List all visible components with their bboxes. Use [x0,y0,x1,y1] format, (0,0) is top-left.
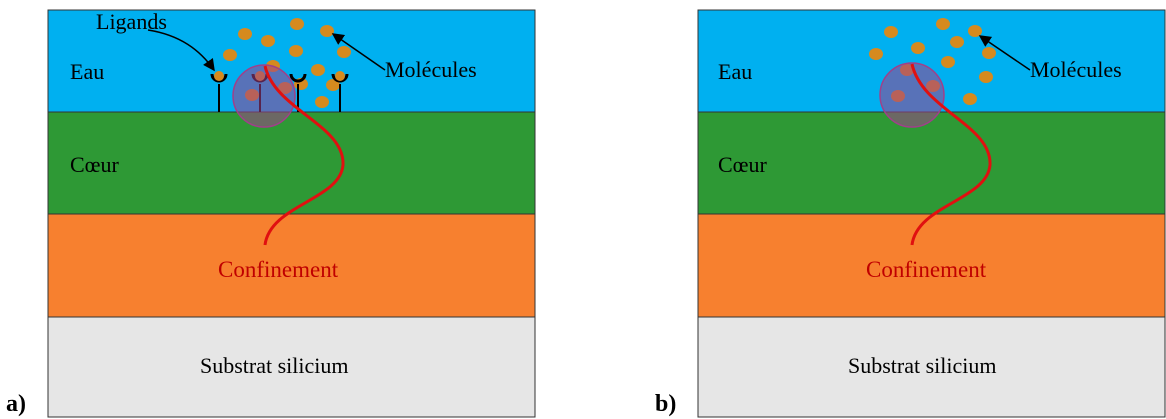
molecule [238,28,252,40]
ligands-arrow [147,29,215,72]
substrate-label: Substrat silicium [200,353,349,378]
molecule [320,25,334,37]
molecule [869,48,883,60]
confinement-label: Confinement [866,257,987,282]
confinement-label: Confinement [218,257,339,282]
molecule [963,93,977,105]
water-label: Eau [718,59,752,84]
molecule [315,96,329,108]
molecule [979,71,993,83]
ligands-label: Ligands [96,9,167,34]
substrate-layer [697,316,1166,418]
panel-a-letter: a) [6,391,26,417]
molecule [290,18,304,30]
molecule [326,79,340,91]
molecule [223,49,237,61]
water-label: Eau [70,59,104,84]
molecules-label: Molécules [385,57,477,82]
cladding-layer [697,213,1166,318]
molecule [311,64,325,76]
evanescent-spot [879,62,945,128]
molecule [968,25,982,37]
panel-b-letter: b) [655,391,676,417]
substrate-label: Substrat silicium [848,353,997,378]
panel-a: Ligands Molécules Eau Cœur Confinement S… [6,9,536,418]
evanescent-spot [232,64,296,128]
core-layer [697,111,1166,215]
ligand [210,71,228,112]
molecule [289,45,303,57]
core-layer [47,111,536,215]
panel-b: Molécules Eau Cœur Confinement Substrat … [655,9,1166,418]
molecule [337,46,351,58]
molecules-arrow [978,35,1031,71]
ligand [331,71,349,112]
molecule [936,18,950,30]
core-label: Cœur [718,152,768,177]
mode-profile-curve [263,65,345,246]
mode-profile-curve [910,63,992,246]
cladding-layer [47,213,536,318]
molecules-arrow [331,33,386,71]
core-label: Cœur [70,152,120,177]
molecule [941,56,955,68]
molecules [223,18,351,108]
substrate-layer [47,316,536,418]
molecules-label: Molécules [1030,57,1122,82]
molecule [261,35,275,47]
molecule [884,26,898,38]
molecule [950,36,964,48]
molecule [982,47,996,59]
molecule [911,42,925,54]
